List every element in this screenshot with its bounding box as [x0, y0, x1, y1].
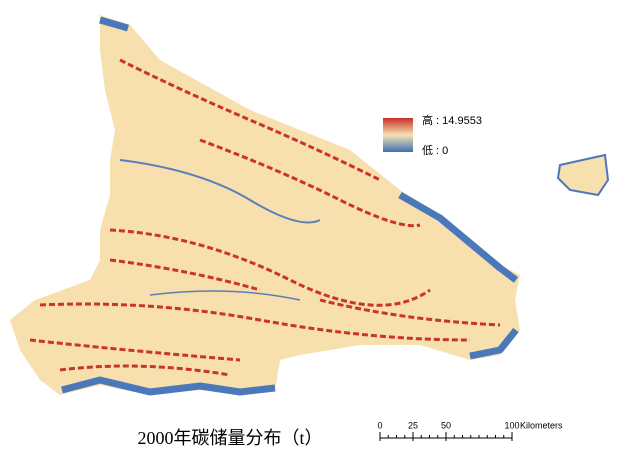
low-edges [61, 16, 519, 396]
scale-label: 0 [377, 420, 382, 430]
high-streaks [29, 58, 501, 377]
region [10, 15, 520, 395]
river [149, 290, 301, 301]
scale-bar: 0 25 50 100 Kilometers [377, 420, 563, 441]
scale-unit: Kilometers [520, 420, 563, 430]
island [556, 153, 610, 197]
legend-high: 高 : 14.9553 [422, 113, 482, 127]
legend-low: 低 : 0 [422, 144, 448, 157]
scale-label: 50 [441, 420, 451, 430]
legend: 高 : 14.9553 低 : 0 [383, 113, 482, 157]
scale-label: 100 [504, 420, 519, 430]
study-area [10, 15, 610, 396]
map-title: 2000年碳储量分布（t） [137, 428, 322, 448]
river [119, 159, 321, 224]
scale-label: 25 [408, 420, 418, 430]
legend-ramp [383, 118, 413, 152]
